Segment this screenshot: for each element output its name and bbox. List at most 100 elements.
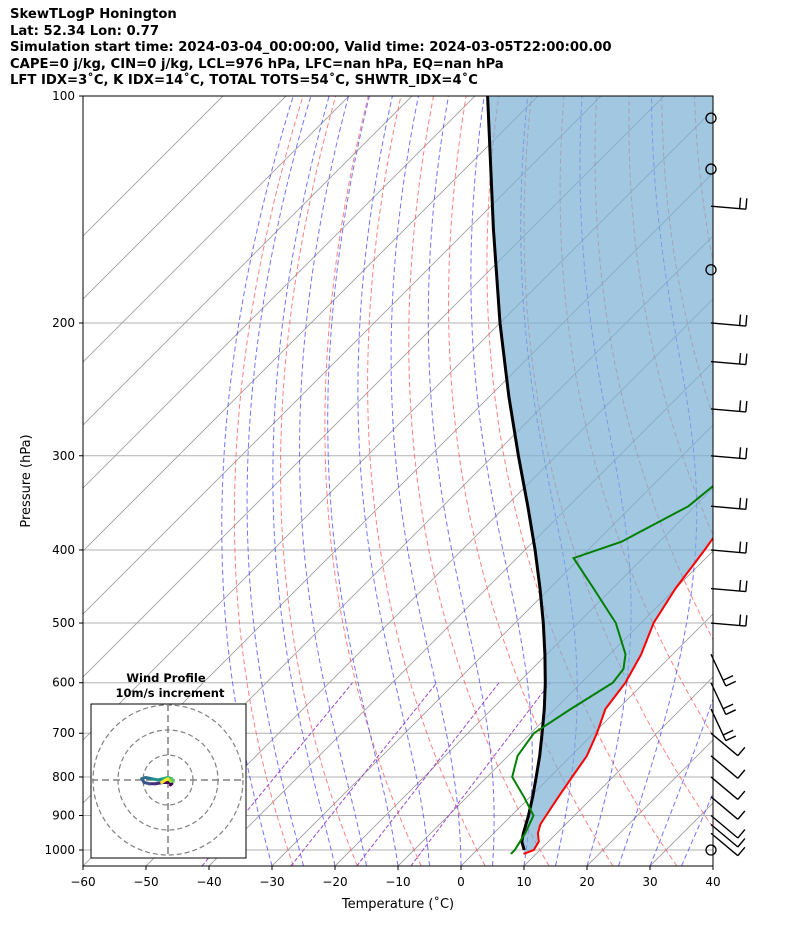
y-tick-label: 400: [52, 543, 75, 557]
parcel-profile-line: [486, 96, 547, 851]
moist-adiabat: [649, 697, 713, 866]
barb-flag: [738, 497, 742, 509]
barb-flag: [738, 353, 742, 365]
hodograph-subtitle: 10m/s increment: [116, 686, 225, 700]
moist-adiabat: [299, 96, 367, 866]
barb-staff: [710, 708, 727, 741]
barb-flag: [745, 580, 748, 592]
dry-adiabat: [760, 96, 794, 866]
y-tick-label: 700: [52, 726, 75, 740]
barb-flag: [738, 197, 742, 209]
isotherm--120: [83, 96, 476, 489]
barb-flag: [745, 198, 748, 210]
barb-staff: [710, 360, 746, 366]
barb-staff: [710, 814, 739, 839]
barb-flag: [745, 400, 748, 413]
y-tick-label: 600: [52, 676, 75, 690]
barb-staff: [710, 832, 739, 857]
barb-flag: [737, 838, 746, 848]
isotherm-40: [712, 865, 713, 866]
barb-flag: [745, 315, 748, 327]
x-tick-label: −50: [133, 875, 158, 889]
barb-staff: [710, 205, 746, 210]
isotherm--150: [83, 96, 287, 300]
wind-barb: [710, 541, 748, 554]
barb-flag: [737, 846, 746, 857]
barb-flag: [738, 614, 742, 626]
barb-flag: [737, 810, 746, 820]
isotherm--130: [83, 96, 413, 426]
barb-flag: [745, 498, 748, 510]
barb-staff: [710, 622, 746, 627]
barb-flag: [738, 314, 742, 326]
wind-barb: [710, 653, 737, 687]
wind-barb: [710, 353, 748, 366]
x-tick-label: 20: [579, 875, 594, 889]
moist-adiabat: [681, 792, 713, 866]
barb-flag: [737, 790, 746, 800]
wind-barb: [710, 732, 746, 757]
wind-barb: [710, 832, 746, 857]
wind-barb: [710, 682, 737, 716]
moist-adiabat: [470, 96, 533, 866]
barb-staff: [710, 505, 746, 510]
wind-barb: [710, 580, 748, 593]
barb-staff: [710, 549, 746, 554]
moist-adiabat: [427, 96, 495, 866]
barb-staff: [710, 796, 739, 820]
hodograph: Wind Profile 10m/s increment: [90, 671, 247, 859]
wind-barb: [710, 776, 746, 800]
mixing-ratio-1: [356, 682, 500, 866]
wind-barb: [710, 614, 748, 627]
barb-staff: [710, 455, 746, 460]
dry-adiabat: [280, 96, 358, 866]
barb-staff: [710, 682, 727, 715]
title-location: Lat: 52.34 Lon: 0.77: [10, 23, 160, 39]
barb-flag: [722, 703, 734, 710]
y-tick-label: 900: [52, 809, 75, 823]
wind-barb-calm: [705, 163, 717, 175]
profile-lines: [486, 96, 713, 855]
y-tick-label: 300: [52, 449, 75, 463]
wind-barb: [710, 796, 746, 820]
barb-flag: [722, 674, 734, 681]
wind-barb: [710, 447, 748, 460]
wind-barb-calm: [705, 264, 717, 276]
barb-flag: [725, 735, 737, 742]
chart-header: SkewTLogP Honington Lat: 52.34 Lon: 0.77…: [10, 7, 612, 90]
barb-flag: [725, 709, 737, 716]
axes: −60 −50 −40 −30 −20 −10 0 10 20 30 40 1000 900 800 700…: [44, 89, 720, 889]
moist-adiabat: [618, 96, 698, 866]
y-tick-label: 1000: [44, 843, 75, 857]
barb-flag: [745, 447, 748, 459]
barb-flag: [737, 746, 746, 757]
isotherm--20: [334, 487, 713, 866]
barb-flag: [738, 541, 742, 553]
hodograph-segment: [160, 778, 167, 784]
barb-staff: [710, 776, 739, 800]
barb-staff: [710, 322, 746, 327]
isotherm--110: [83, 96, 539, 552]
title-indices-2: LFT IDX=3˚C, K IDX=14˚C, TOTAL TOTS=54˚C…: [10, 73, 478, 88]
x-tick-label: −40: [196, 875, 221, 889]
title-station: SkewTLogP Honington: [10, 7, 177, 22]
barb-flag: [737, 769, 746, 779]
title-indices-1: CAPE=0 j/kg, CIN=0 j/kg, LCL=976 hPa, LF…: [10, 56, 504, 72]
moist-adiabat: [712, 864, 713, 866]
isotherm--10: [397, 550, 713, 866]
barb-staff: [710, 587, 746, 593]
x-tick-label: 10: [516, 875, 531, 889]
x-tick-label: 40: [705, 875, 720, 889]
wind-barb: [710, 400, 748, 413]
wind-barb: [710, 497, 748, 510]
y-tick-label: 100: [52, 89, 75, 103]
barb-staff: [710, 732, 739, 757]
moist-adiabat: [390, 96, 462, 866]
moist-adiabat: [357, 96, 430, 866]
mixing-ratio-2: [410, 682, 551, 866]
x-tick-label: −30: [259, 875, 284, 889]
isotherm--140: [83, 96, 350, 363]
barb-flag: [745, 353, 748, 365]
wind-barb: [710, 708, 737, 742]
barb-staff: [710, 755, 739, 779]
